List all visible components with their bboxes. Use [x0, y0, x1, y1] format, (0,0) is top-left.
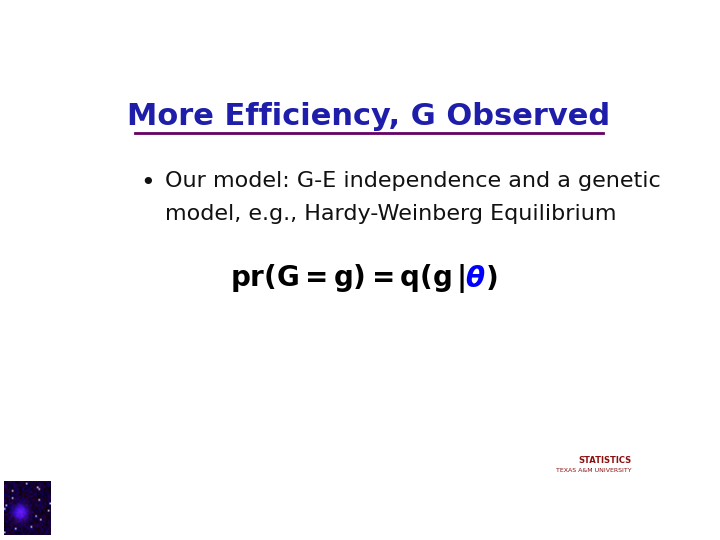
Text: More Efficiency, G Observed: More Efficiency, G Observed: [127, 102, 611, 131]
Text: TEXAS A&M UNIVERSITY: TEXAS A&M UNIVERSITY: [556, 468, 631, 473]
Text: $\mathbf{)}$: $\mathbf{)}$: [485, 265, 498, 293]
Text: Our model: G-E independence and a genetic: Our model: G-E independence and a geneti…: [166, 171, 661, 191]
Text: STATISTICS: STATISTICS: [578, 456, 631, 465]
Text: $\boldsymbol{\theta}$: $\boldsymbol{\theta}$: [464, 265, 485, 293]
Text: $\mathbf{pr(G = g) = q(g\,|\,}$: $\mathbf{pr(G = g) = q(g\,|\,}$: [230, 262, 464, 295]
Text: •: •: [140, 171, 155, 195]
Text: model, e.g., Hardy-Weinberg Equilibrium: model, e.g., Hardy-Weinberg Equilibrium: [166, 204, 617, 224]
